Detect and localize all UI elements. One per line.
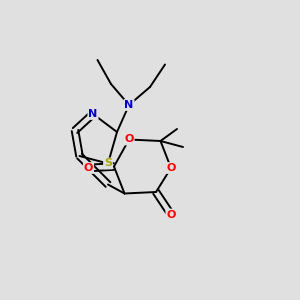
Text: O: O xyxy=(166,163,176,173)
Text: N: N xyxy=(124,100,134,110)
Text: O: O xyxy=(84,163,93,173)
Text: O: O xyxy=(166,209,176,220)
Text: N: N xyxy=(88,109,98,119)
Text: S: S xyxy=(104,158,112,169)
Text: O: O xyxy=(124,134,134,145)
